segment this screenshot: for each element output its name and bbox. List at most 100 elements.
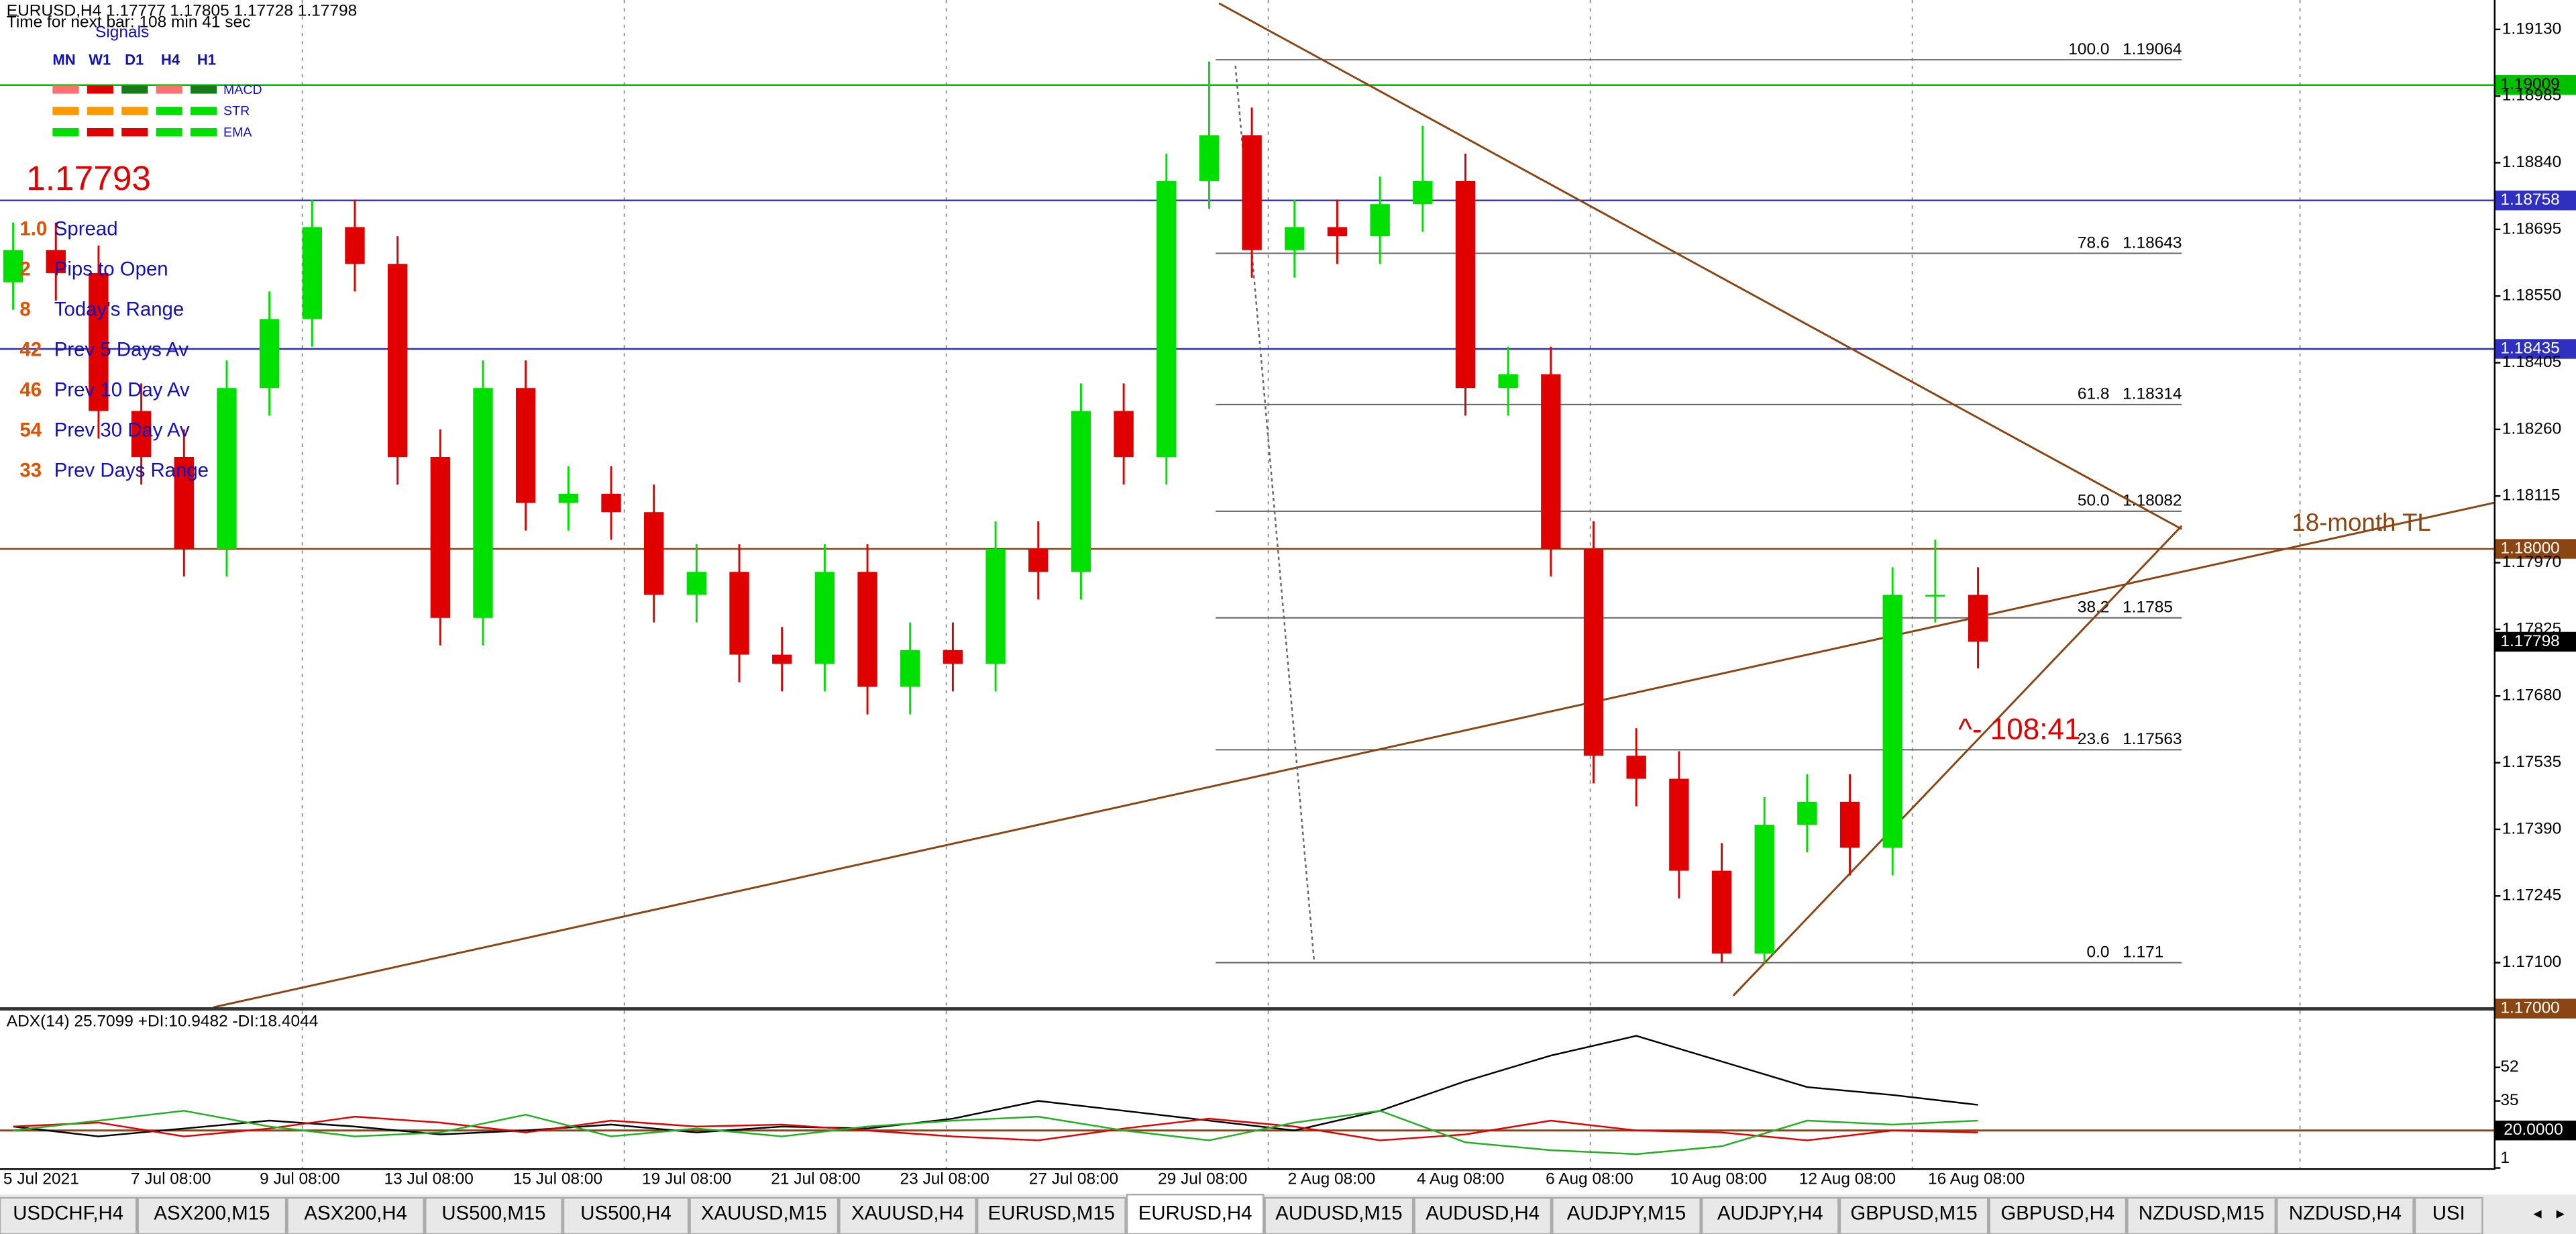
tab-scroll-right[interactable]: ▸ bbox=[2557, 1204, 2565, 1223]
tab[interactable] bbox=[2276, 1196, 2414, 1234]
level-tag bbox=[2496, 191, 2576, 211]
level-tag bbox=[2496, 998, 2576, 1019]
signal-cell bbox=[156, 107, 182, 115]
candle-body bbox=[601, 493, 621, 513]
tab[interactable] bbox=[839, 1196, 977, 1234]
level-label: 1.17798 bbox=[2500, 632, 2559, 650]
tab[interactable] bbox=[1126, 1194, 1265, 1234]
tab[interactable] bbox=[1701, 1196, 1839, 1234]
tab[interactable] bbox=[137, 1196, 287, 1234]
level-tag bbox=[2496, 631, 2576, 652]
candle-body bbox=[1285, 227, 1305, 250]
level-tag bbox=[2496, 539, 2576, 559]
timeframe: H1 bbox=[197, 51, 216, 68]
y-tick-label: 1.18985 bbox=[2502, 87, 2561, 105]
tab[interactable] bbox=[1264, 1196, 1414, 1234]
tab-label[interactable]: GBPUSD,H4 bbox=[2000, 1202, 2114, 1224]
y-tick-label: 1.17390 bbox=[2502, 819, 2561, 837]
tab-label[interactable]: EURUSD,M15 bbox=[988, 1202, 1115, 1224]
tab-label[interactable]: XAUUSD,M15 bbox=[701, 1202, 827, 1224]
ind-line bbox=[13, 1035, 1978, 1137]
tab[interactable] bbox=[562, 1196, 690, 1234]
candle-body bbox=[857, 572, 877, 687]
signal-cell bbox=[52, 107, 79, 115]
y-tick-label: 1.18405 bbox=[2502, 353, 2561, 371]
tab-label[interactable]: USDCHF,H4 bbox=[13, 1202, 123, 1224]
stat-value: 54 bbox=[19, 419, 42, 442]
timeframe: D1 bbox=[125, 51, 144, 68]
signal-cell bbox=[121, 128, 148, 137]
tab[interactable] bbox=[1413, 1196, 1552, 1234]
tab[interactable] bbox=[689, 1196, 839, 1234]
candle-body bbox=[900, 650, 920, 687]
tab-label[interactable]: AUDUSD,H4 bbox=[1426, 1202, 1540, 1224]
tabs: USDCHF,H4 ASX200,M15 ASX200,H4 US500,M15 US5… bbox=[0, 1194, 2483, 1234]
tab-label[interactable]: AUDJPY,H4 bbox=[1717, 1202, 1823, 1224]
fib-level: 23.6 bbox=[2078, 730, 2110, 748]
tab[interactable] bbox=[425, 1196, 563, 1234]
candle-body bbox=[515, 388, 536, 503]
candle-body bbox=[1882, 595, 1902, 848]
x-tick-label: 21 Jul 08:00 bbox=[771, 1170, 860, 1188]
tab[interactable] bbox=[976, 1196, 1126, 1234]
candle-body bbox=[302, 227, 322, 319]
fib-price: 1.18643 bbox=[2123, 234, 2182, 252]
x-tick-label: 23 Jul 08:00 bbox=[900, 1170, 989, 1188]
timeframe: W1 bbox=[89, 51, 111, 68]
level-label: 1.18000 bbox=[2500, 539, 2559, 557]
tab-label[interactable]: USI bbox=[2432, 1202, 2465, 1224]
timeframe: MN bbox=[52, 51, 75, 68]
tab-label[interactable]: AUDUSD,M15 bbox=[1275, 1202, 1402, 1224]
candle-body bbox=[814, 572, 835, 664]
tab-label[interactable]: XAUUSD,H4 bbox=[851, 1202, 964, 1224]
time-axis-border bbox=[0, 1168, 2494, 1170]
stat-value: 1.0 bbox=[19, 218, 47, 240]
candle-body bbox=[1455, 181, 1476, 389]
y-tick-label: 1.19130 bbox=[2502, 19, 2561, 38]
candle-body bbox=[430, 456, 451, 618]
tab[interactable] bbox=[1988, 1196, 2127, 1234]
tab-label[interactable]: US500,M15 bbox=[441, 1202, 545, 1224]
tab-label[interactable]: ASX200,H4 bbox=[304, 1202, 407, 1224]
signals-title: Signals bbox=[95, 23, 149, 41]
candles bbox=[3, 61, 1988, 963]
tab-label[interactable]: US500,H4 bbox=[580, 1202, 672, 1224]
stat-value: 2 bbox=[19, 258, 30, 280]
tab-label[interactable]: NZDUSD,M15 bbox=[2139, 1202, 2265, 1224]
fib-anchor bbox=[1234, 65, 1316, 964]
tab-label[interactable]: NZDUSD,H4 bbox=[2289, 1202, 2402, 1224]
trendline-label: 18-month TL bbox=[2292, 509, 2431, 536]
x-tick-label: 2 Aug 08:00 bbox=[1288, 1170, 1376, 1188]
tab-label[interactable]: GBPUSD,M15 bbox=[1850, 1202, 1977, 1224]
tab[interactable] bbox=[1839, 1196, 1989, 1234]
tab[interactable] bbox=[1552, 1196, 1701, 1234]
tab[interactable] bbox=[286, 1196, 425, 1234]
ind-level-tag bbox=[2496, 1121, 2576, 1141]
tab-scroll-left[interactable]: ◂ bbox=[2533, 1204, 2541, 1223]
tab-label[interactable]: AUDJPY,M15 bbox=[1567, 1202, 1686, 1224]
symbol-info: EURUSD,H4 1.17777 1.17805 1.17728 1.1779… bbox=[7, 2, 357, 20]
tab-label[interactable]: EURUSD,H4 bbox=[1138, 1202, 1252, 1224]
signal-row: STR bbox=[223, 104, 250, 119]
tab[interactable] bbox=[0, 1196, 138, 1234]
ind-line bbox=[13, 1110, 1978, 1155]
tab-label[interactable]: ASX200,M15 bbox=[154, 1202, 270, 1224]
candle-body bbox=[387, 264, 408, 457]
signal-cell bbox=[191, 107, 217, 115]
timeframe: H4 bbox=[161, 51, 180, 68]
fibonacci: 100.0 1.19064 78.6 1.18643 61.8 1.18314 50.0 1.… bbox=[1216, 40, 2182, 964]
signal-cell bbox=[191, 128, 217, 137]
tab[interactable] bbox=[2127, 1196, 2277, 1234]
tab[interactable] bbox=[2414, 1196, 2483, 1234]
fib-level: 50.0 bbox=[2078, 492, 2110, 510]
x-tick-label: 16 Aug 08:00 bbox=[1928, 1170, 2025, 1188]
candle-body bbox=[1669, 778, 1689, 871]
fib-level: 78.6 bbox=[2078, 234, 2110, 252]
fib-level: 0.0 bbox=[2086, 943, 2109, 961]
current-price: 1.17793 bbox=[26, 158, 151, 197]
y-tick-label: 1.17970 bbox=[2502, 553, 2561, 571]
signals-panel: MN W1 D1 H4 H1 MACD STR EMA bbox=[52, 51, 262, 140]
candle-body bbox=[345, 227, 365, 264]
stat-label: Prev 5 Days Av bbox=[54, 339, 189, 361]
